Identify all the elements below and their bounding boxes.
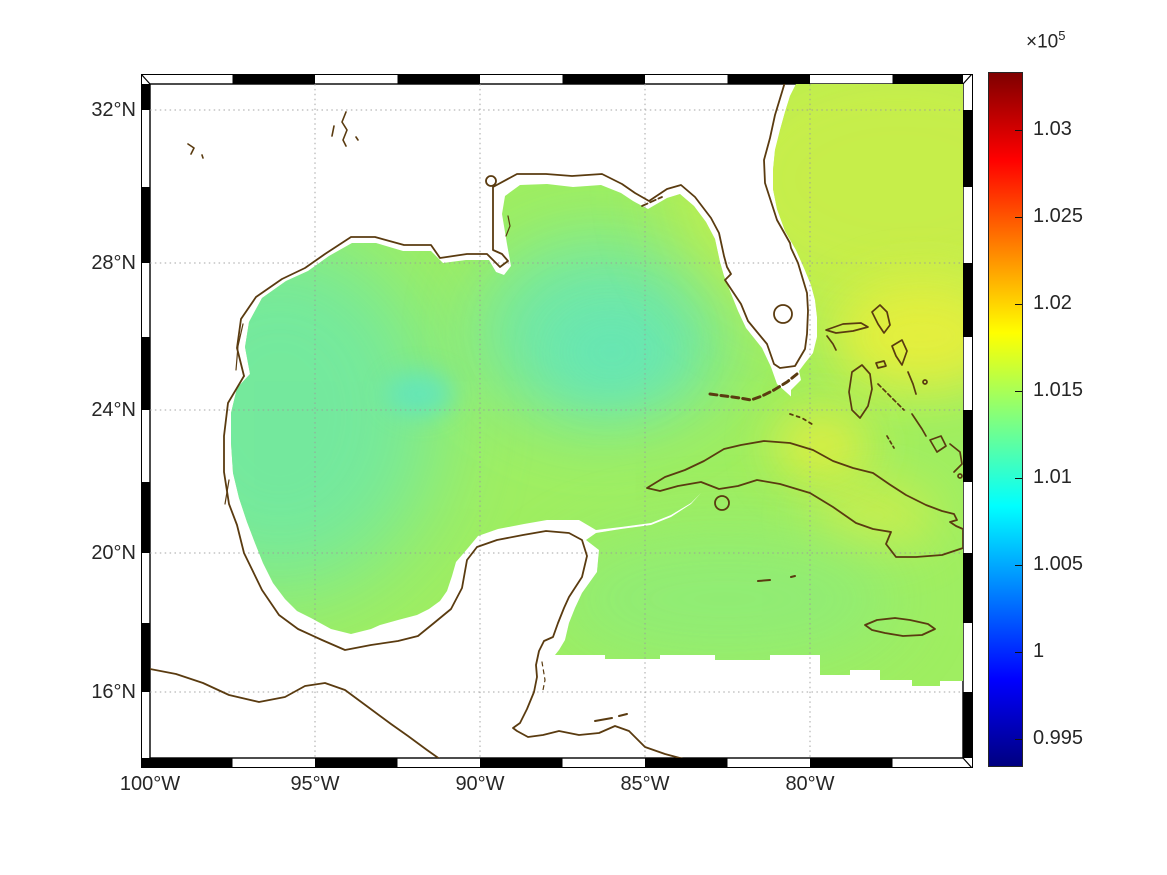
west-cyan-patch bbox=[386, 371, 454, 417]
colorbar-tick bbox=[1015, 652, 1022, 653]
frame-bottom-band bbox=[150, 758, 893, 767]
texas-barrier-lagoon bbox=[224, 323, 244, 505]
exponent-sup: 5 bbox=[1058, 28, 1066, 43]
bahamas-yellow-blob bbox=[834, 280, 963, 392]
y-tick-28n: 28°N bbox=[91, 252, 136, 274]
mexico-yucatan-belize-honduras-coast bbox=[223, 375, 684, 758]
colorbar-tick bbox=[1015, 478, 1022, 479]
caribbean-blob bbox=[550, 531, 900, 667]
colorbar-exponent-label: ×105 bbox=[1026, 28, 1065, 53]
acklins-arc bbox=[949, 443, 963, 473]
exuma-chain bbox=[877, 383, 905, 411]
y-tick-32n: 32°N bbox=[91, 99, 136, 121]
frame-right-band bbox=[963, 110, 972, 758]
colorbar-tick bbox=[1015, 130, 1022, 131]
west-gulf-blob bbox=[231, 234, 440, 594]
frame-corner-diagonals bbox=[141, 74, 973, 768]
bay-islands-honduras bbox=[594, 713, 628, 722]
eleuthera bbox=[891, 339, 908, 366]
exponent-base: ×10 bbox=[1026, 31, 1059, 53]
us-gulf-east-coast bbox=[236, 84, 809, 377]
x-tick-95w: 95°W bbox=[290, 773, 340, 795]
cat-island bbox=[907, 371, 917, 395]
se-cuba-blob bbox=[810, 484, 938, 548]
frame-left-band bbox=[142, 84, 150, 767]
central-gulf-core bbox=[550, 307, 674, 397]
lake-pontchartrain bbox=[485, 175, 497, 187]
cb-label-4: 1.015 bbox=[1033, 379, 1084, 401]
frame-top-band bbox=[232, 75, 963, 84]
new-providence bbox=[875, 360, 887, 369]
map-plot bbox=[150, 84, 963, 758]
cay-sal-bank bbox=[789, 413, 816, 427]
ragged-cays bbox=[886, 435, 895, 449]
bimini-chain bbox=[826, 335, 837, 351]
graticule bbox=[150, 84, 963, 758]
cb-label-7: 1 bbox=[1033, 640, 1045, 662]
jamaica-coast bbox=[864, 617, 936, 637]
colorbar-tick bbox=[1015, 739, 1022, 740]
x-tick-80w: 80°W bbox=[785, 773, 835, 795]
y-tick-20n: 20°N bbox=[91, 542, 136, 564]
x-tick-90w: 90°W bbox=[455, 773, 505, 795]
apalachicola-barrier bbox=[641, 196, 663, 207]
florida-keys bbox=[708, 372, 799, 402]
x-tick-85w: 85°W bbox=[620, 773, 670, 795]
andros bbox=[848, 364, 873, 419]
cb-label-5: 1.01 bbox=[1033, 466, 1072, 488]
lake-okeechobee bbox=[773, 304, 793, 324]
cb-label-1: 1.03 bbox=[1033, 118, 1072, 140]
colorbar-tick bbox=[1015, 304, 1022, 305]
cb-label-8: 0.995 bbox=[1033, 727, 1084, 749]
cuba-coast bbox=[646, 440, 963, 558]
abaco bbox=[871, 304, 891, 334]
cuba-yellow-blob bbox=[774, 410, 870, 482]
cb-label-3: 1.02 bbox=[1033, 292, 1072, 314]
colorbar-tick bbox=[1015, 391, 1022, 392]
crooked-island bbox=[929, 435, 947, 453]
coastlines bbox=[150, 84, 963, 758]
cayman-islands bbox=[757, 575, 796, 582]
data-field bbox=[231, 84, 963, 686]
isla-juventud bbox=[714, 495, 730, 511]
x-tick-100w: 100°W bbox=[119, 773, 181, 795]
chandeleur-islands bbox=[505, 215, 511, 237]
frame-outer-box bbox=[141, 74, 973, 768]
colorbar-tick bbox=[1015, 217, 1022, 218]
inland-lakes bbox=[187, 111, 359, 159]
colorbar bbox=[988, 72, 1023, 767]
mayaguana bbox=[957, 473, 963, 479]
colorbar-tick bbox=[1015, 565, 1022, 566]
belize-barrier bbox=[541, 661, 546, 691]
cb-label-2: 1.025 bbox=[1033, 205, 1084, 227]
y-tick-24n: 24°N bbox=[91, 399, 136, 421]
y-tick-16n: 16°N bbox=[91, 681, 136, 703]
cb-label-6: 1.005 bbox=[1033, 553, 1084, 575]
grand-bahama bbox=[825, 322, 869, 334]
long-island bbox=[911, 413, 927, 437]
bahamas-islands bbox=[825, 304, 963, 479]
pacific-coast bbox=[150, 668, 440, 758]
san-salvador bbox=[922, 379, 928, 385]
